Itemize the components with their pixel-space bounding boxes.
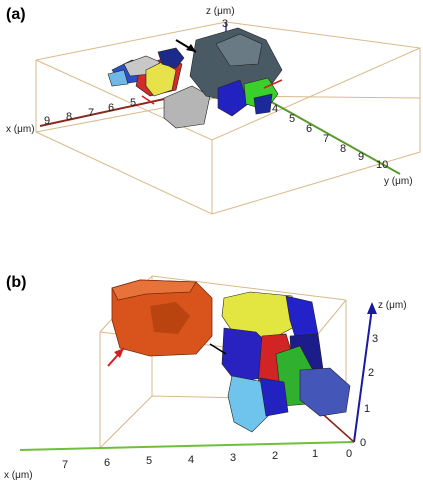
x-tick-5: 5	[130, 97, 136, 109]
arrow-black-a-head	[186, 44, 196, 52]
arrow-red-b-head	[114, 348, 124, 358]
z-tick-3: 3	[372, 333, 378, 345]
x-tick-3: 3	[230, 452, 236, 464]
x-tick-1: 1	[312, 448, 318, 460]
panel-a-figure: 9 8 7 6 5 x (μm) 4 5 6 7 8 9 10 y (μm) z…	[6, 6, 421, 215]
x-tick-5: 5	[146, 455, 152, 467]
arrows-a	[141, 39, 283, 105]
z-axis-label-b: z (μm)	[378, 300, 407, 311]
z-tick-3: 3	[222, 18, 228, 30]
panel-b-figure: 7 6 5 4 3 2 1 0 x (μm) z (μm) 3 2 1 0	[4, 275, 407, 481]
grain-cluster-b	[221, 291, 351, 433]
x-tick-6: 6	[104, 457, 110, 469]
x-tick-9: 9	[44, 115, 50, 127]
y-axis-label-a: y (μm)	[384, 176, 413, 187]
panel-a: (a) 9 8 7 6 5 x (μm) 4 5 6 7	[0, 0, 423, 236]
panel-b: (b) 7 6 5 4 3 2 1 0 x (μm) z (μm)	[0, 236, 423, 483]
y-tick-9: 9	[358, 151, 364, 163]
x-axis-label-a: x (μm)	[6, 124, 35, 135]
bounding-box-a	[35, 21, 421, 215]
x-axis-label-b: x (μm)	[4, 470, 33, 481]
grain-slate-face	[215, 33, 263, 67]
grain-yellow-b	[221, 291, 297, 341]
x-axis-b: 7 6 5 4 3 2 1 0 x (μm)	[4, 441, 355, 481]
y-tick-8: 8	[340, 143, 346, 155]
grain-gray-mid	[163, 85, 211, 129]
grain-blue-top	[285, 295, 319, 341]
y-axis-a: 4 5 6 7 8 9 10 y (μm)	[267, 99, 413, 187]
grain-cluster-a	[107, 27, 283, 129]
x-tick-7: 7	[88, 107, 94, 119]
arrows-b	[107, 343, 227, 367]
x-tick-8: 8	[66, 111, 72, 123]
y-tick-5: 5	[289, 113, 295, 125]
z-tick-1: 1	[364, 403, 370, 415]
grain-periwinkle	[299, 367, 351, 417]
y-tick-4: 4	[272, 103, 278, 115]
x-tick-2: 2	[272, 450, 278, 462]
grain-lightblue	[107, 69, 129, 87]
panel-a-label: (a)	[6, 6, 26, 23]
z-tick-2: 2	[368, 367, 374, 379]
arrow-red-a-left	[141, 95, 155, 105]
grain-blue-low	[259, 377, 289, 417]
arrow-red-a-right	[263, 79, 283, 89]
arrow-black-b	[209, 343, 227, 355]
x-tick-4: 4	[188, 454, 194, 466]
z-axis-label-a: z (μm)	[206, 6, 235, 17]
z-tick-0: 0	[360, 437, 366, 449]
grain-blue-right	[217, 79, 249, 117]
x-tick-7: 7	[62, 459, 68, 471]
x-tick-0: 0	[346, 448, 352, 460]
grain-navy-right	[253, 93, 273, 115]
grain-orange	[111, 279, 213, 357]
y-tick-7: 7	[323, 133, 329, 145]
grain-navy-left	[157, 47, 185, 69]
x-tick-6: 6	[108, 102, 114, 114]
panel-b-label: (b)	[6, 274, 27, 291]
x-axis-a: 9 8 7 6 5 x (μm)	[6, 95, 179, 135]
y-tick-10: 10	[376, 159, 388, 171]
y-tick-6: 6	[306, 123, 312, 135]
